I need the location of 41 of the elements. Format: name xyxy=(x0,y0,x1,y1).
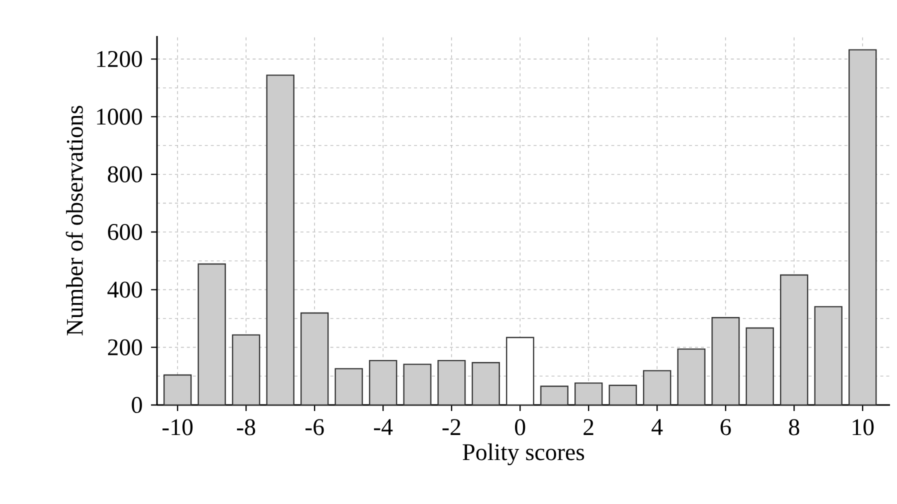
bar xyxy=(780,274,808,406)
x-tick-label: -8 xyxy=(236,419,256,436)
y-tick-label: 1000 xyxy=(97,108,142,125)
bar xyxy=(266,74,294,406)
y-axis-title: Number of observations xyxy=(66,106,83,336)
bar xyxy=(814,306,842,406)
y-tick-label: 400 xyxy=(107,282,142,298)
bar xyxy=(472,362,500,406)
bar xyxy=(403,364,432,406)
bar xyxy=(232,334,260,406)
x-tick-label: -10 xyxy=(162,419,193,436)
x-tick-label: 6 xyxy=(720,419,731,436)
bar xyxy=(163,374,192,406)
x-axis-title: Polity scores xyxy=(462,443,584,466)
bar xyxy=(368,360,398,406)
bar xyxy=(334,368,363,406)
bar xyxy=(848,49,877,406)
x-tick-label: 8 xyxy=(789,419,800,436)
bar xyxy=(506,336,534,406)
y-tick-label: 1200 xyxy=(97,50,142,68)
bar xyxy=(712,317,740,406)
x-tick-label: 0 xyxy=(515,419,526,436)
bar xyxy=(642,370,672,406)
y-tick-label: 800 xyxy=(108,166,142,182)
bar xyxy=(746,327,774,406)
bar xyxy=(574,382,603,406)
bar xyxy=(677,348,706,406)
x-tick-label: -6 xyxy=(306,419,324,436)
x-tick-label: 2 xyxy=(584,419,594,435)
x-tick-label: -4 xyxy=(374,419,393,435)
bar xyxy=(540,386,568,406)
y-tick-label: 200 xyxy=(108,339,142,356)
bar xyxy=(608,384,637,406)
y-tick-label: 0 xyxy=(132,396,142,414)
bar xyxy=(437,360,466,406)
bar xyxy=(198,263,226,406)
x-tick-label: 4 xyxy=(652,419,663,435)
bar xyxy=(300,312,329,406)
x-tick-label: 10 xyxy=(852,419,874,436)
x-tick-label: -2 xyxy=(442,419,460,435)
y-tick-label: 600 xyxy=(108,224,142,240)
